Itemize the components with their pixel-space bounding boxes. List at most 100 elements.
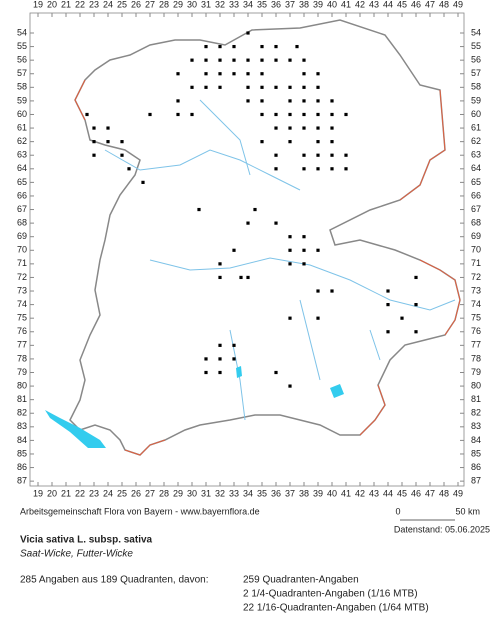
record-dot [288, 384, 292, 388]
x-label: 22 [75, 0, 85, 9]
y-label: 57 [17, 68, 27, 78]
record-dot [288, 99, 292, 103]
record-dot [414, 275, 418, 280]
record-dot [288, 316, 292, 320]
y-label: 68 [471, 217, 481, 227]
record-dot [232, 357, 236, 361]
record-dot [302, 248, 306, 252]
record-dot [260, 58, 264, 62]
record-dot [330, 126, 334, 130]
y-label: 55 [17, 41, 27, 51]
y-label: 54 [17, 27, 27, 37]
x-label: 35 [257, 488, 267, 498]
y-label: 62 [17, 136, 27, 146]
record-dot [274, 167, 278, 171]
y-label: 61 [17, 122, 27, 132]
y-label: 79 [471, 367, 481, 377]
record-dot [106, 140, 110, 144]
record-dot [204, 72, 208, 76]
y-label: 65 [471, 177, 481, 187]
scale-end: 50 km [455, 506, 480, 516]
record-dot [204, 58, 208, 62]
record-dot [316, 126, 320, 130]
x-label: 49 [453, 0, 463, 9]
y-label: 84 [471, 435, 481, 445]
y-label: 60 [17, 109, 27, 119]
record-dot [288, 235, 292, 239]
record-dot [330, 289, 334, 293]
y-label: 58 [471, 82, 481, 92]
record-dot [302, 72, 306, 76]
y-label: 70 [471, 245, 481, 255]
y-label: 56 [17, 55, 27, 65]
y-label: 72 [471, 272, 481, 282]
breakdown-item: 2 1/4-Quadranten-Angaben (1/16 MTB) [243, 589, 418, 600]
record-dot [288, 248, 292, 252]
y-label: 76 [471, 326, 481, 336]
x-label: 19 [33, 488, 43, 498]
record-dot [239, 275, 243, 280]
x-label: 37 [285, 0, 295, 9]
breakdown-item: 259 Quadranten-Angaben [243, 575, 359, 586]
x-label: 39 [313, 0, 323, 9]
record-dot [246, 85, 250, 89]
y-label: 61 [471, 122, 481, 132]
record-dot [400, 316, 404, 320]
x-label: 34 [243, 488, 253, 498]
y-label: 80 [17, 380, 27, 390]
y-label: 83 [17, 421, 27, 431]
x-label: 33 [229, 488, 239, 498]
x-label: 20 [47, 488, 57, 498]
y-label: 54 [471, 27, 481, 37]
record-dot [246, 99, 250, 103]
y-label: 81 [17, 394, 27, 404]
x-label: 23 [89, 0, 99, 9]
lake [330, 384, 344, 398]
record-dot [246, 72, 250, 76]
x-label: 43 [369, 488, 379, 498]
record-dot [274, 221, 278, 225]
x-label: 38 [299, 0, 309, 9]
record-dot [316, 167, 320, 171]
record-dot [218, 85, 222, 89]
record-dot [316, 112, 320, 117]
x-label: 42 [355, 488, 365, 498]
record-dot [260, 99, 264, 103]
record-dot [260, 140, 264, 144]
y-label: 79 [17, 367, 27, 377]
summary: 285 Angaben aus 189 Quadranten, davon: [20, 575, 209, 586]
record-dot [302, 235, 306, 239]
y-label: 75 [471, 313, 481, 323]
record-dot [204, 357, 208, 361]
x-label: 29 [173, 488, 183, 498]
y-label: 67 [17, 204, 27, 214]
x-label: 23 [89, 488, 99, 498]
scale-start: 0 [395, 506, 400, 516]
record-dot [330, 140, 334, 144]
record-dot [330, 167, 334, 171]
border-line [74, 79, 461, 456]
record-dot [246, 31, 250, 35]
record-dot [190, 85, 194, 89]
record-dot [141, 180, 145, 184]
record-dot [302, 167, 306, 171]
record-dot [386, 330, 390, 334]
y-label: 86 [17, 462, 27, 472]
record-dot [176, 112, 180, 117]
y-label: 65 [17, 177, 27, 187]
record-dot [316, 289, 320, 293]
record-dot [330, 153, 334, 157]
x-label: 28 [159, 0, 169, 9]
record-dot [232, 72, 236, 76]
record-dot [274, 58, 278, 62]
y-label: 64 [471, 163, 481, 173]
record-dot [204, 44, 208, 49]
record-dot [197, 207, 201, 212]
x-label: 26 [131, 488, 141, 498]
x-label: 45 [397, 0, 407, 9]
record-dot [120, 153, 124, 157]
record-dot [302, 58, 306, 62]
y-label: 75 [17, 313, 27, 323]
record-dot [288, 58, 292, 62]
